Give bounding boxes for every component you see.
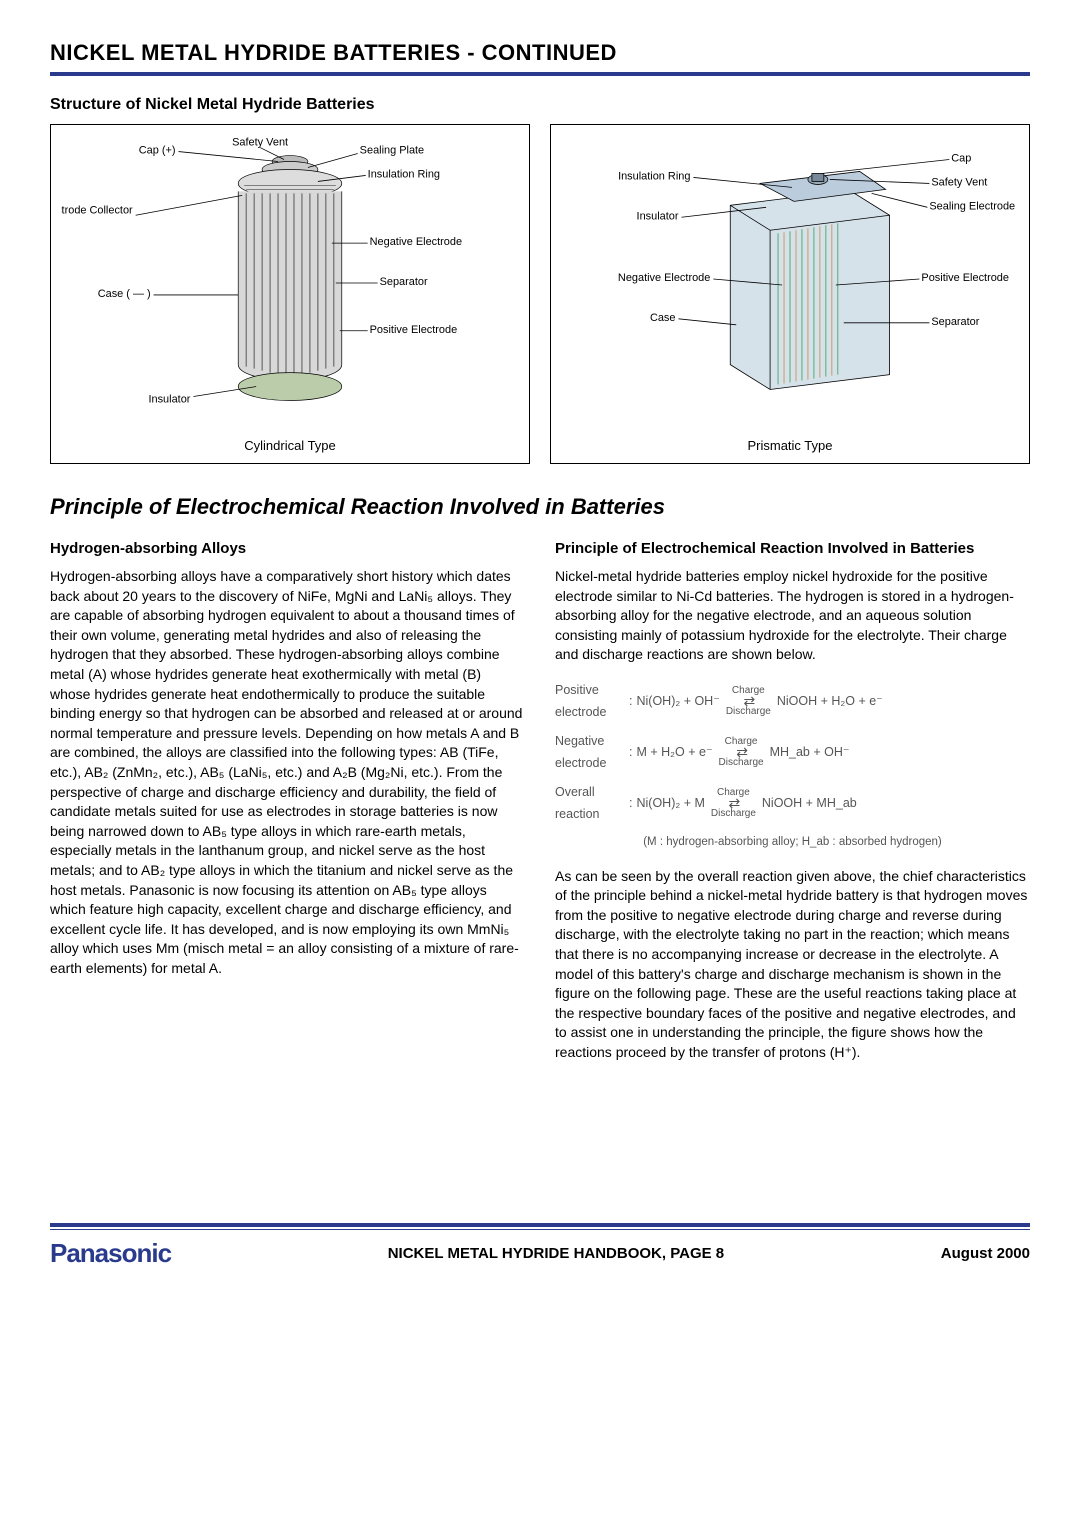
- body-columns: Hydrogen-absorbing Alloys Hydrogen-absor…: [50, 538, 1030, 1073]
- svg-text:Positive Electrode: Positive Electrode: [921, 272, 1009, 284]
- rxn-arrow-icon: Charge ⇄ Discharge: [726, 686, 771, 717]
- page-title: NICKEL METAL HYDRIDE BATTERIES - CONTINU…: [50, 40, 1030, 66]
- right-heading: Principle of Electrochemical Reaction In…: [555, 538, 1030, 559]
- footer-center: NICKEL METAL HYDRIDE HANDBOOK, PAGE 8: [388, 1245, 724, 1262]
- ov-rhs: NiOOH + MH_ab: [762, 792, 857, 815]
- cylindrical-svg: Cap (+) Positive Electrode Collector Cas…: [61, 135, 519, 425]
- fig2-caption: Prismatic Type: [551, 438, 1029, 453]
- svg-text:Insulator: Insulator: [148, 393, 190, 405]
- title-rule: [50, 72, 1030, 76]
- svg-text:Negative Electrode: Negative Electrode: [370, 236, 462, 248]
- right-column: Principle of Electrochemical Reaction In…: [555, 538, 1030, 1073]
- reaction-positive: Positiveelectrode : Ni(OH)₂ + OH⁻ Charge…: [555, 679, 1030, 724]
- rxn-arrow-icon: Charge ⇄ Discharge: [711, 788, 756, 819]
- reaction-block: Positiveelectrode : Ni(OH)₂ + OH⁻ Charge…: [555, 679, 1030, 853]
- svg-text:Cap: Cap: [951, 153, 971, 165]
- rxn-arrow-icon: Charge ⇄ Discharge: [719, 737, 764, 768]
- footer-rule-thin: [50, 1229, 1030, 1230]
- reaction-overall: Overallreaction : Ni(OH)₂ + M Charge ⇄ D…: [555, 781, 1030, 826]
- left-heading: Hydrogen-absorbing Alloys: [50, 538, 525, 559]
- pos-lhs: Ni(OH)₂ + OH⁻: [636, 690, 719, 713]
- svg-text:Insulator: Insulator: [637, 210, 679, 222]
- footer-date: August 2000: [941, 1245, 1030, 1262]
- footer-rule-thick: [50, 1223, 1030, 1227]
- svg-text:Sealing Electrode: Sealing Electrode: [929, 200, 1015, 212]
- svg-text:Separator: Separator: [380, 276, 428, 288]
- left-body: Hydrogen-absorbing alloys have a compara…: [50, 567, 525, 978]
- svg-text:Safety Vent: Safety Vent: [931, 176, 987, 188]
- reaction-footnote: (M : hydrogen-absorbing alloy; H_ab : ab…: [555, 832, 1030, 853]
- pos-rhs: NiOOH + H₂O + e⁻: [777, 690, 883, 713]
- svg-text:Negative Electrode: Negative Electrode: [618, 272, 710, 284]
- ov-lhs: Ni(OH)₂ + M: [636, 792, 704, 815]
- svg-text:Cap (+): Cap (+): [139, 145, 176, 157]
- svg-text:Separator: Separator: [931, 316, 979, 328]
- neg-rhs: MH_ab + OH⁻: [770, 741, 850, 764]
- page-footer: Panasonic NICKEL METAL HYDRIDE HANDBOOK,…: [50, 1223, 1030, 1269]
- svg-text:Positive Electrode Collector: Positive Electrode Collector: [61, 204, 133, 216]
- right-outro: As can be seen by the overall reaction g…: [555, 867, 1030, 1063]
- svg-text:Positive Electrode: Positive Electrode: [370, 324, 458, 336]
- reaction-negative: Negativeelectrode : M + H₂O + e⁻ Charge …: [555, 730, 1030, 775]
- right-intro: Nickel-metal hydride batteries employ ni…: [555, 567, 1030, 665]
- section-title: Principle of Electrochemical Reaction In…: [50, 494, 1030, 520]
- svg-text:Insulation Ring: Insulation Ring: [618, 170, 690, 182]
- svg-text:Case ( — ): Case ( — ): [98, 288, 151, 300]
- figure-prismatic: Insulation Ring Insulator Negative Elect…: [550, 124, 1030, 464]
- svg-text:Case: Case: [650, 312, 676, 324]
- fig1-caption: Cylindrical Type: [51, 438, 529, 453]
- neg-lhs: M + H₂O + e⁻: [636, 741, 712, 764]
- svg-text:Sealing Plate: Sealing Plate: [360, 145, 424, 157]
- brand-logo: Panasonic: [50, 1238, 171, 1269]
- svg-text:Insulation Ring: Insulation Ring: [368, 168, 440, 180]
- svg-text:Safety Vent: Safety Vent: [232, 137, 288, 149]
- figure-cylindrical: Cap (+) Positive Electrode Collector Cas…: [50, 124, 530, 464]
- left-column: Hydrogen-absorbing Alloys Hydrogen-absor…: [50, 538, 525, 1073]
- prismatic-svg: Insulation Ring Insulator Negative Elect…: [561, 135, 1019, 425]
- figure-row: Cap (+) Positive Electrode Collector Cas…: [50, 124, 1030, 464]
- structure-heading: Structure of Nickel Metal Hydride Batter…: [50, 96, 1030, 114]
